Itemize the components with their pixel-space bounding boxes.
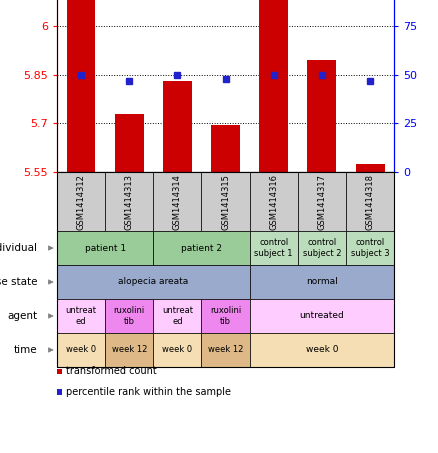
Text: GSM1414315: GSM1414315 [221,173,230,230]
Bar [307,60,336,172]
Text: week 0: week 0 [66,346,96,354]
Text: time: time [14,345,37,355]
Text: GSM1414313: GSM1414313 [125,173,134,230]
Text: alopecia areata: alopecia areata [118,278,188,286]
Text: disease state: disease state [0,277,37,287]
Bar [211,125,240,172]
Bar [67,0,95,172]
Text: GSM1414312: GSM1414312 [77,173,85,230]
Text: untreated: untreated [300,312,344,320]
Bar [163,81,192,172]
Text: patient 1: patient 1 [85,244,126,252]
Text: percentile rank within the sample: percentile rank within the sample [66,387,231,397]
Text: untreat
ed: untreat ed [162,306,193,326]
Text: patient 2: patient 2 [181,244,222,252]
Text: week 0: week 0 [306,346,338,354]
Text: ruxolini
tib: ruxolini tib [113,306,145,326]
Text: control
subject 2: control subject 2 [303,238,341,258]
Text: GSM1414317: GSM1414317 [318,173,326,230]
Text: GSM1414318: GSM1414318 [366,173,374,230]
Text: individual: individual [0,243,37,253]
Text: control
subject 1: control subject 1 [254,238,293,258]
Text: transformed count: transformed count [66,366,156,376]
Text: week 12: week 12 [208,346,243,354]
Bar [115,114,144,172]
Bar [259,0,288,172]
Text: ruxolini
tib: ruxolini tib [210,306,241,326]
Text: week 0: week 0 [162,346,192,354]
Text: control
subject 3: control subject 3 [351,238,389,258]
Text: GSM1414314: GSM1414314 [173,173,182,230]
Text: week 12: week 12 [112,346,147,354]
Bar [356,164,385,172]
Text: untreat
ed: untreat ed [66,306,96,326]
Text: agent: agent [7,311,37,321]
Text: normal: normal [306,278,338,286]
Text: GSM1414316: GSM1414316 [269,173,278,230]
